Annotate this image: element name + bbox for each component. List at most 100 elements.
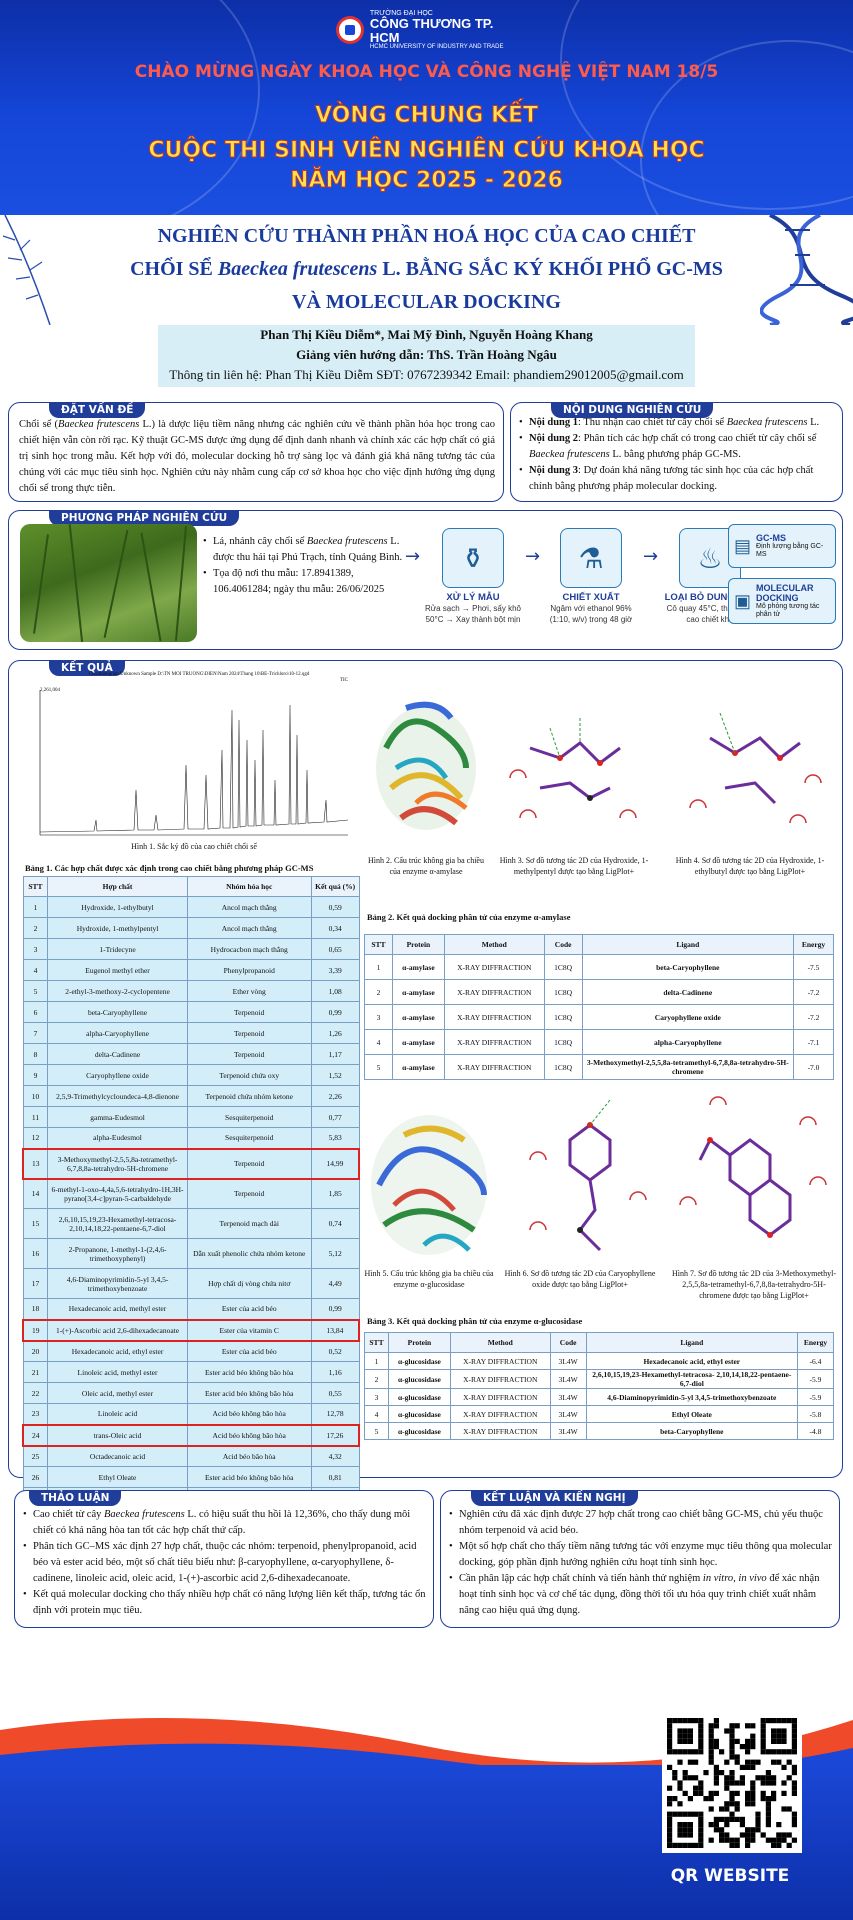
conclusion-list: Nghiên cứu đã xác định được 27 hợp chất … [449,1507,833,1619]
conclusion-item: Một số hợp chất cho thấy tiềm năng tương… [449,1539,833,1571]
table-cell: 6-methyl-1-oxo-4,4a,5,6-tetrahydro-1H,3H… [47,1178,188,1209]
table-cell: Terpenoid [186,1043,312,1065]
table-cell: 1,52 [310,1064,360,1086]
title-line-2: CHỔI SỂ Baeckea frutescens L. BẰNG SẮC K… [90,258,763,281]
chromatogram-ylabel: 2,261,004 [40,688,60,693]
table-cell: -5.9 [796,1369,835,1389]
table-cell: -7.2 [793,979,834,1005]
table-cell: 0,81 [310,1466,360,1488]
table-cell: 2 [364,979,393,1005]
table-cell: α-glucosidase [387,1388,451,1406]
title-line-1: NGHIÊN CỨU THÀNH PHẦN HOÁ HỌC CỦA CAO CH… [157,225,696,247]
table-cell: 1C8Q [543,979,583,1005]
table-cell: 5,12 [310,1238,360,1269]
table-row: 18 Hexadecanoic acid, methyl ester Ester c… [22,1298,360,1320]
table-row: 17 4,6-Diaminopyrimidin-5-yl 3,4,5-trimet… [22,1268,360,1299]
table-row: 2 α-amylase X-RAY DIFFRACTION 1C8Q delta-Cad… [364,979,834,1005]
step-sub: Rửa sạch → Phơi, sấy khô 50°C → Xay thàn… [425,604,521,624]
table-cell: Octadecanoic acid [47,1445,188,1467]
table-row: 1 α-glucosidase X-RAY DIFFRACTION 3L4W Hexad… [364,1352,835,1370]
table-cell: Acid béo không bão hòa [186,1423,312,1447]
table-cell: 1,16 [310,1361,360,1383]
ligplot-caryophyllene-oxide-image [529,1099,647,1252]
table-cell: Caryophyllene oxide [47,1064,188,1086]
table3-header: Protein [387,1332,451,1353]
table-cell: 5 [364,1422,389,1440]
table-cell: 2-ethyl-3-methoxy-2-cyclopentene [47,980,188,1002]
table3-header: STT [364,1332,389,1353]
table-cell: α-amylase [391,1054,445,1080]
table-row: 10 2,5,9-Trimethylcycloundeca-4,8-dienone… [22,1085,360,1107]
table-cell: 12,78 [310,1403,360,1425]
fig5-caption: Hình 5. Cấu trúc không gia ba chiều của … [364,1269,494,1289]
table-cell: 2,6,10,15,19,23-Hexamethyl-tetracosa-2,1… [47,1208,188,1239]
advisor: Giảng viên hướng dẫn: ThS. Trần Hoàng Ng… [296,347,557,362]
leaf-decoration-icon [2,215,51,325]
table2-header: Protein [391,934,445,955]
table-cell: α-amylase [391,1004,445,1030]
table-cell: X-RAY DIFFRACTION [443,1054,545,1080]
table-cell: 9 [22,1064,49,1086]
table-row: 1 Hydroxide, 1-ethylbutyl Ancol mạch thẳng… [22,896,360,918]
table-cell: 3L4W [549,1422,587,1440]
table-cell: Hydroxide, 1-methylpentyl [47,917,188,939]
event-line: CHÀO MỪNG NGÀY KHOA HỌC VÀ CÔNG NGHỆ VIỆ… [134,62,719,82]
table-cell: Ancol mạch thẳng [186,917,312,939]
docking-box: ▣ MOLECULAR DOCKING Mô phỏng tương tác ph… [728,578,836,624]
table-cell: 4,32 [310,1445,360,1467]
table-cell: 1 [364,954,393,980]
table-row: 3 α-amylase X-RAY DIFFRACTION 1C8Q Caryophyl… [364,1004,834,1030]
table-cell: 0,52 [310,1340,360,1362]
table-cell: 1 [22,896,49,918]
table-cell: 2,26 [310,1085,360,1107]
table-row: 16 2-Propanone, 1-methyl-1-(2,4,6-trimeth… [22,1238,360,1269]
table-cell: 20 [22,1340,49,1362]
table-cell: α-amylase [391,954,445,980]
computer-icon: ▣ [734,590,752,611]
table-row: 25 Octadecanoic acid Acid béo bão hòa 4,32 [22,1445,360,1467]
fig7-caption: Hình 7. Sơ đồ tương tác 2D của 3-Methoxy… [671,1269,837,1300]
intro-section: ĐẶT VẤN ĐỀ Chổi sể (Baeckea frutescens L… [8,402,504,502]
table-cell: 3L4W [549,1388,587,1406]
table-cell: Hợp chất dị vòng chứa nitơ [186,1268,312,1299]
results-heading: KẾT QUẢ [49,660,125,676]
fig2-caption: Hình 2. Cấu trúc không gia ba chiều của … [368,856,484,876]
table-cell: -5.9 [796,1388,835,1406]
table-cell: 8 [22,1043,49,1065]
table-cell: X-RAY DIFFRACTION [443,954,545,980]
table1-caption: Bảng 1. Các hợp chất được xác định trong… [25,863,314,873]
table-cell: 1C8Q [543,1004,583,1030]
table-cell: 3L4W [549,1352,587,1370]
table-row: 4 α-amylase X-RAY DIFFRACTION 1C8Q alpha-Car… [364,1029,834,1055]
table-cell: 0,99 [310,1001,360,1023]
table-cell: Ethyl Oleate [585,1405,798,1423]
table-cell: Sesquiterpenoid [186,1127,312,1149]
table-cell: 4 [22,959,49,981]
step-sub: Ngâm với ethanol 96% (1:10, w/v) trong 4… [549,604,633,624]
method-heading: PHƯƠNG PHÁP NGHIÊN CỨU [49,510,240,526]
table-cell: α-glucosidase [387,1352,451,1370]
table-cell: 0,55 [310,1382,360,1404]
method-item: Tọa độ nơi thu mẫu: 17.8941389, 106.4061… [203,566,403,598]
table-cell: Ester của acid béo [186,1298,312,1320]
table-cell: 4,6-Diaminopyrimidin-5-yl 3,4,5-trimetho… [47,1268,188,1299]
title-line-3: VÀ MOLECULAR DOCKING [292,291,561,313]
table-cell: 18 [22,1298,49,1320]
table-cell: 5 [364,1054,393,1080]
table-cell: 14,99 [310,1147,360,1180]
table-row: 4 Eugenol methyl ether Phenylpropanoid 3,39 [22,959,360,981]
table-cell: X-RAY DIFFRACTION [449,1422,551,1440]
table-cell: 1-Tridecyne [47,938,188,960]
qr-code[interactable] [662,1713,802,1853]
intro-heading: ĐẶT VẤN ĐỀ [49,402,146,418]
table-cell: X-RAY DIFFRACTION [443,1029,545,1055]
arrow-icon: → [525,546,541,567]
gcms-instrument-icon: ▤ [734,535,752,556]
table-row: 26 Ethyl Oleate Ester acid béo không bão h… [22,1466,360,1488]
table-cell: -7.5 [793,954,834,980]
table-cell: X-RAY DIFFRACTION [443,1004,545,1030]
table-cell: α-amylase [391,979,445,1005]
table-cell: 1C8Q [543,1054,583,1080]
